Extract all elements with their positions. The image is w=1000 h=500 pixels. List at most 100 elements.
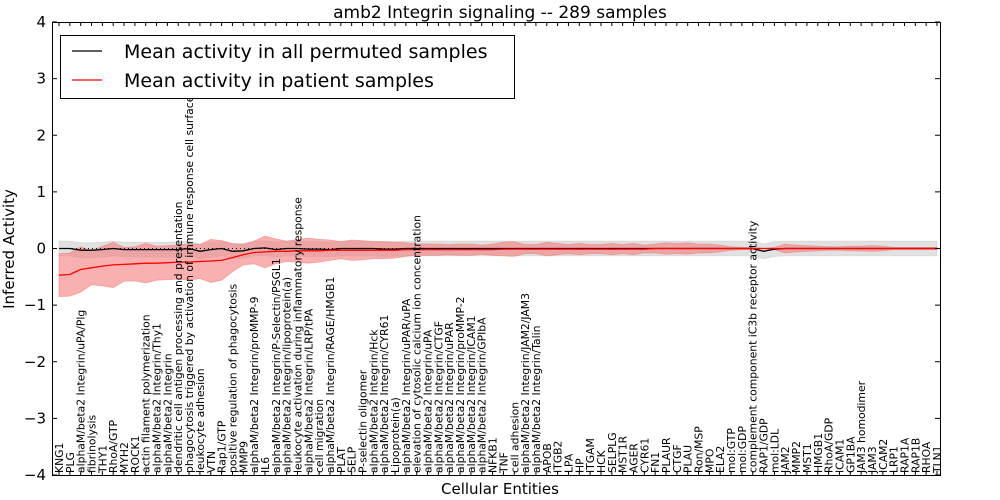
x-tick-label: leukocyte adhesion bbox=[194, 368, 207, 473]
x-tick-label: alphaM/beta2 Integrin/uPA bbox=[422, 329, 435, 473]
x-tick-label: alphaM/beta2 Integrin/JAM2/JAM3 bbox=[519, 293, 532, 473]
x-tick-label: MST1 bbox=[801, 443, 814, 473]
chart-title: amb2 Integrin signaling -- 289 samples bbox=[333, 3, 667, 23]
x-tick-label: alphaM/beta2 Integrin/proMMP-2 bbox=[454, 296, 467, 473]
x-tick-label: alphaM/beta2 Integrin/GPIbA bbox=[476, 317, 489, 473]
x-tick-label: HMGB1 bbox=[812, 433, 825, 473]
x-tick-label: GP1BA bbox=[844, 436, 857, 473]
x-tick-label: alphaM/beta2 Integrin/Hck bbox=[367, 329, 380, 473]
x-tick-label: MMP9 bbox=[237, 441, 250, 473]
x-tick-label: PLG bbox=[64, 452, 77, 473]
x-tick-label: RAP1A bbox=[899, 437, 912, 473]
x-tick-label: JAM2 bbox=[779, 446, 792, 474]
y-tick-label: −2 bbox=[24, 353, 46, 371]
y-tick-label: 1 bbox=[36, 183, 46, 201]
x-tick-label: LRP1 bbox=[888, 446, 901, 473]
x-tick-label: dendritic cell antigen processing and pr… bbox=[172, 202, 185, 473]
x-tick-label: alphaM/beta2 Integrin/RAGE/HMGB1 bbox=[324, 277, 337, 473]
x-tick-label: mol:LDL bbox=[768, 429, 781, 473]
x-tick-label: alphaM/beta2 Integrin/proMMP-9 bbox=[248, 296, 261, 473]
x-tick-label: ICAM1 bbox=[833, 439, 846, 473]
x-tick-label: alphaM/beta2 Integrin/ICAM1 bbox=[465, 316, 478, 474]
y-tick-label: −1 bbox=[24, 296, 46, 314]
x-tick-label: alphaM/beta2 Integrin/P-Selectin/PSGL1 bbox=[270, 258, 283, 473]
y-tick-label: −3 bbox=[24, 409, 46, 427]
x-tick-label: JAM3 bbox=[866, 446, 879, 474]
x-tick-label: RhoA/GTP bbox=[107, 419, 120, 473]
y-axis-label: Inferred Activity bbox=[0, 189, 18, 309]
x-tick-label: MST1R bbox=[617, 435, 630, 473]
x-tick-label: HCK bbox=[595, 449, 608, 473]
x-tick-label: mol:GDP bbox=[736, 426, 749, 473]
x-tick-label: phagocytosis triggered by activation of … bbox=[183, 95, 196, 473]
x-tick-label: AGER bbox=[628, 443, 641, 473]
x-tick-label: alphaM/beta2 Integrin/lipoprotein(a) bbox=[281, 277, 294, 473]
y-tick-label: −4 bbox=[24, 466, 46, 484]
x-tick-label: fibrinolysis bbox=[86, 414, 99, 473]
x-tick-label: alphaM/beta2 Integrin bbox=[161, 353, 174, 473]
x-tick-label: cell adhesion bbox=[508, 402, 521, 473]
y-tick-label: 3 bbox=[36, 70, 46, 88]
x-tick-label: TLN1 bbox=[931, 445, 944, 474]
x-tick-label: CTGF bbox=[671, 444, 684, 473]
x-tick-label: leukocyte activation during inflammatory… bbox=[292, 197, 305, 473]
x-tick-label: PLAU bbox=[682, 445, 695, 473]
x-tick-label: P-selectin oligomer bbox=[357, 369, 370, 473]
legend-label-patient: Mean activity in patient samples bbox=[124, 70, 434, 92]
x-tick-label: elevation of cytosolic calcium ion conce… bbox=[411, 215, 424, 473]
axis-ticks: −4 −3 −2 −1 0 1 2 3 4 bbox=[24, 13, 940, 484]
x-tick-label: JAM3 homodimer bbox=[855, 380, 868, 474]
x-tick-label: mol:GTP bbox=[725, 428, 738, 473]
x-tick-label: PLAT bbox=[335, 447, 348, 473]
y-tick-label: 4 bbox=[36, 13, 46, 31]
x-tick-label: MMP2 bbox=[790, 441, 803, 473]
x-tick-label: CYR61 bbox=[638, 438, 651, 473]
x-tick-label: alphaM/beta2 Integrin/LRP/tPA bbox=[302, 308, 315, 473]
x-tick-label: alphaM/beta2 Integrin/CYR61 bbox=[378, 315, 391, 473]
x-tick-label: alphaM/beta2 Integrin/CTGF bbox=[432, 321, 445, 473]
x-tick-label: SELPLG bbox=[606, 432, 619, 473]
x-tick-label: RAP1/GDP bbox=[758, 418, 771, 473]
x-tick-label: PLAUR bbox=[660, 437, 673, 473]
series-lines bbox=[58, 247, 937, 276]
x-tick-label: APOB bbox=[541, 443, 554, 473]
x-tick-label: actin filament polymerization bbox=[140, 314, 153, 473]
x-tick-label: THY1 bbox=[96, 445, 109, 474]
x-axis-label: Cellular Entities bbox=[441, 480, 559, 498]
x-tick-label: KNG1 bbox=[53, 443, 66, 473]
x-tick-label: alphaM/beta2 Integrin/uPAR/uPA bbox=[400, 298, 413, 473]
x-tick-label: RAP1B bbox=[909, 438, 922, 473]
y-tick-label: 0 bbox=[36, 240, 46, 258]
x-tick-label: MPO bbox=[703, 449, 716, 473]
x-tick-label: positive regulation of phagocytosis bbox=[226, 284, 239, 473]
x-tick-label: alphaM/beta2 Integrin/uPA/Plg bbox=[75, 310, 88, 473]
x-tick-label: alphaM/beta2 Integrin/Talin bbox=[530, 326, 543, 473]
plot-area-frame bbox=[52, 22, 941, 476]
x-tick-label: LPA bbox=[563, 453, 576, 473]
x-tick-label: ROCK1 bbox=[129, 436, 142, 474]
x-tick-label: Rap1/GTP bbox=[216, 420, 229, 473]
legend-label-permuted: Mean activity in all permuted samples bbox=[124, 41, 487, 63]
x-tick-label: VTN bbox=[205, 451, 218, 473]
x-tick-label: NFKB1 bbox=[487, 437, 500, 473]
x-tick-label: ELA2 bbox=[714, 446, 727, 473]
x-tick-label: cell migration bbox=[313, 399, 326, 473]
x-tick-label: alphaM/beta2 Integrin/uPAR bbox=[443, 322, 456, 473]
y-tick-label: 2 bbox=[36, 126, 46, 144]
x-tick-label: IL6 bbox=[259, 457, 272, 473]
x-tick-label: ICAM2 bbox=[877, 439, 890, 473]
x-tick-label: Lipoprotein(a) bbox=[389, 397, 402, 473]
x-tick-label: Ron/MSP bbox=[693, 426, 706, 473]
patient-mean-line bbox=[58, 247, 937, 276]
x-tick-label: alphaM/beta2 Integrin/Thy1 bbox=[151, 323, 164, 473]
x-tick-label: HP bbox=[573, 458, 586, 473]
x-tick-label: MYH2 bbox=[118, 442, 131, 473]
x-tick-label: ITGAM bbox=[584, 438, 597, 473]
x-tick-label: complement component iC3b receptor activ… bbox=[747, 220, 760, 473]
legend: Mean activity in all permuted samples Me… bbox=[60, 35, 515, 99]
x-tick-label: RhoA/GDP bbox=[823, 417, 836, 473]
x-tick-label: SELP bbox=[346, 446, 359, 473]
legend-box bbox=[60, 35, 515, 99]
